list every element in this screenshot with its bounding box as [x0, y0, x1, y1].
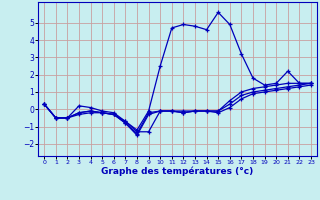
- X-axis label: Graphe des températures (°c): Graphe des températures (°c): [101, 167, 254, 176]
